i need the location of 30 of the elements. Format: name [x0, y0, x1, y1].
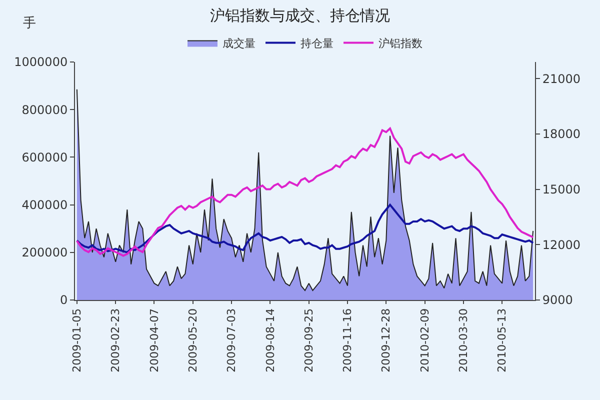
x-tick-label: 2010-05-13	[496, 308, 509, 372]
x-tick-label: 2009-08-14	[264, 308, 277, 372]
y2-tick-label: 15000	[542, 182, 581, 196]
x-tick-label: 2009-02-23	[109, 308, 122, 372]
y-tick-label: 800000	[22, 102, 68, 117]
y-tick-label: 200000	[22, 246, 68, 260]
y-axis-title: 手	[23, 16, 36, 31]
x-tick-label: 2009-04-07	[148, 308, 161, 372]
y-tick-label: 0	[60, 293, 68, 308]
legend-label: 成交量	[222, 37, 256, 50]
x-tick-label: 2010-02-09	[418, 308, 432, 372]
legend-label: 持仓量	[300, 37, 334, 50]
y-tick-label: 600000	[22, 150, 68, 164]
chart-title: 沪铝指数与成交、持仓情况	[210, 6, 390, 24]
y-tick-label: 1000000	[14, 55, 68, 70]
y2-tick-label: 9000	[542, 293, 573, 308]
x-tick-label: 2009-05-20	[186, 308, 200, 372]
legend-label: 沪铝指数	[378, 37, 422, 50]
x-tick-label: 2009-12-28	[380, 308, 393, 372]
x-tick-label: 2009-11-16	[341, 308, 354, 372]
line-series	[76, 204, 534, 254]
x-tick-label: 2009-07-03	[225, 308, 238, 372]
x-tick-label: 2009-01-05	[70, 308, 84, 372]
x-tick-label: 2009-09-25	[302, 308, 316, 372]
x-tick-label: 2010-03-30	[457, 308, 470, 372]
y2-tick-label: 12000	[542, 238, 581, 252]
y-tick-label: 400000	[22, 198, 68, 212]
line-series	[76, 127, 534, 257]
y2-tick-label: 18000	[542, 127, 581, 142]
y2-tick-label: 21000	[542, 72, 581, 86]
